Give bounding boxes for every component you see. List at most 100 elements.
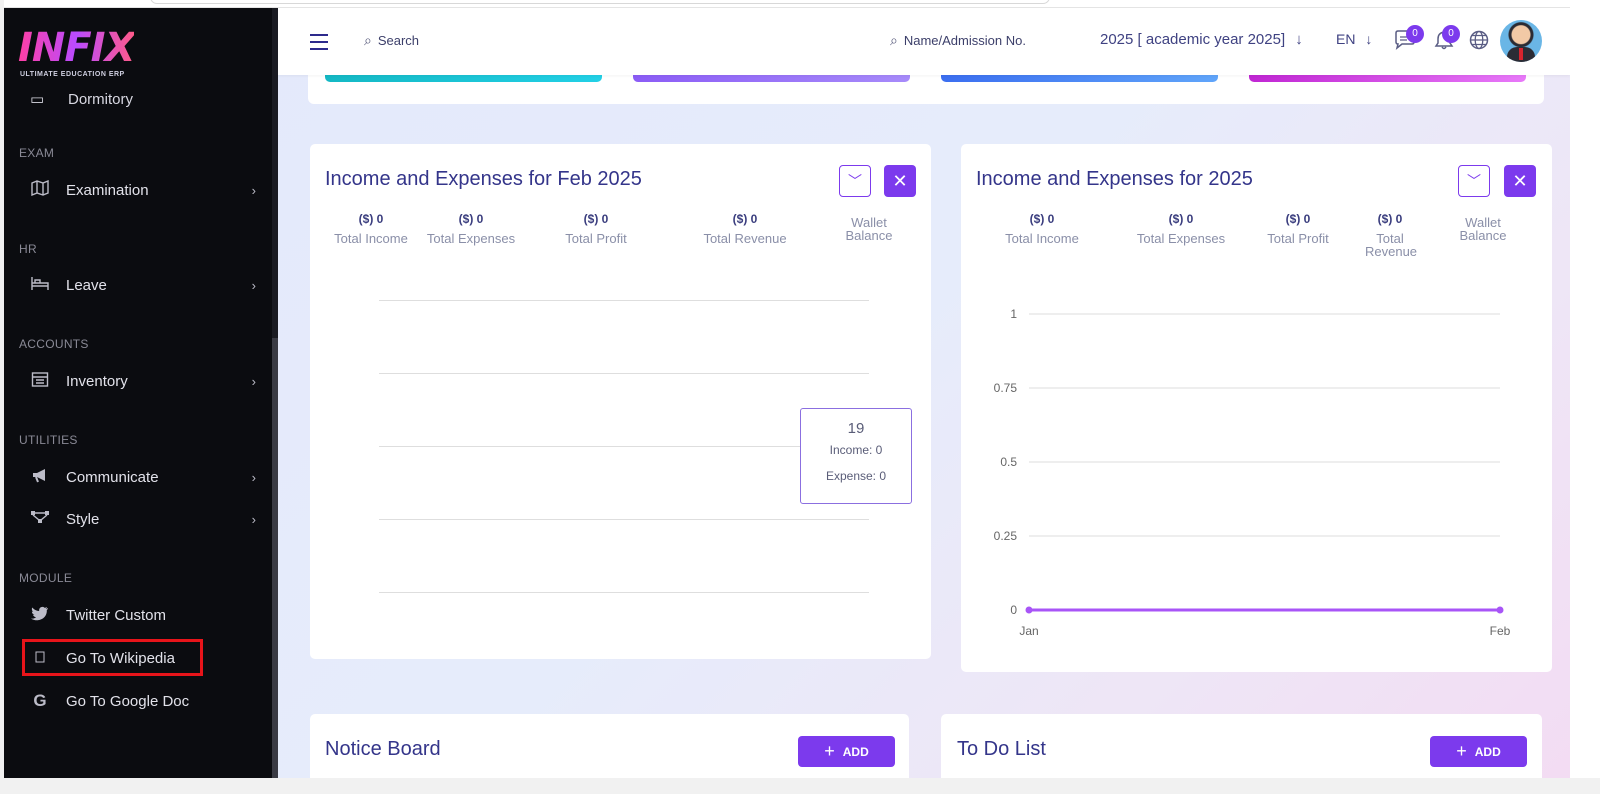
- stat-total-profit: ($) 0 Total Profit: [1267, 212, 1329, 246]
- stat-total-income: ($) 0 Total Income: [334, 212, 408, 246]
- sidebar-item-label: Go To Google Doc: [66, 692, 190, 710]
- sidebar-item-leave[interactable]: Leave ›: [30, 271, 256, 299]
- stat-total-revenue: ($) 0 Total Revenue: [703, 212, 787, 246]
- sidebar-item-label: Style: [66, 510, 100, 528]
- add-notice-button[interactable]: + ADD: [798, 736, 895, 767]
- window-frame-right: [1570, 0, 1600, 794]
- sidebar-item-style[interactable]: Style ›: [30, 505, 256, 533]
- sidebar-item-label: Leave: [66, 276, 107, 294]
- chevron-right-icon: ›: [251, 511, 256, 527]
- sidebar-item-go-to-wikipedia[interactable]: Go To Wikipedia: [30, 644, 256, 672]
- sidebar-item-communicate[interactable]: Communicate ›: [30, 463, 256, 491]
- section-exam: EXAM: [19, 146, 55, 160]
- card-title: Income and Expenses for Feb 2025: [325, 168, 642, 190]
- avatar[interactable]: [1500, 20, 1542, 62]
- chevron-down-icon: ﹀: [848, 173, 862, 189]
- close-button[interactable]: ✕: [884, 165, 916, 197]
- stat-total-expenses: ($) 0 Total Expenses: [426, 212, 516, 246]
- card-title: Income and Expenses for 2025: [976, 168, 1253, 190]
- sidebar-item-label: Examination: [66, 181, 149, 199]
- summary-bar-purple: [633, 74, 910, 82]
- y-tick-label: 1: [1010, 307, 1017, 321]
- browser-frame-top: [0, 0, 1600, 8]
- wikipedia-icon: [30, 650, 50, 667]
- sidebar-item-label: Twitter Custom: [66, 606, 167, 624]
- series-point[interactable]: [1025, 606, 1033, 614]
- logo[interactable]: INFIX ULTIMATE EDUCATION ERP: [18, 25, 135, 78]
- student-search-input[interactable]: ⌕ Name/Admission No.: [890, 32, 1026, 49]
- close-button[interactable]: ✕: [1504, 165, 1536, 197]
- x-tick-label: Jan: [1019, 624, 1038, 638]
- arrow-down-icon: ↓: [1365, 31, 1373, 47]
- sidebar-item-examination[interactable]: Examination ›: [30, 176, 256, 204]
- chevron-down-icon: ﹀: [1467, 173, 1481, 189]
- close-icon: ✕: [892, 171, 908, 191]
- window-frame-left: [0, 0, 4, 794]
- academic-year-select[interactable]: 2025 [ academic year 2025] ↓: [1100, 31, 1303, 48]
- y-tick-label: 0.25: [994, 529, 1018, 543]
- sidebar-item-go-to-google-doc[interactable]: G Go To Google Doc: [30, 687, 256, 715]
- series-point[interactable]: [1496, 606, 1504, 614]
- stat-total-expenses: ($) 0 Total Expenses: [1136, 212, 1226, 246]
- selection-highlight: [22, 639, 203, 676]
- bed-icon: [30, 275, 50, 295]
- sidebar-item-label: Inventory: [66, 372, 128, 390]
- stat-total-profit: ($) 0 Total Profit: [565, 212, 627, 246]
- card-title: Notice Board: [325, 738, 441, 760]
- store-icon: [30, 371, 50, 391]
- chart-tooltip: 19 Income: 0 Expense: 0: [800, 408, 912, 504]
- sidebar-scrollbar[interactable]: [272, 8, 278, 778]
- y-tick-label: 0.75: [994, 381, 1018, 395]
- main-content: ⌕ Search ⌕ Name/Admission No. 2025 [ aca…: [278, 8, 1570, 778]
- window-frame-bottom: [0, 778, 1600, 794]
- sidebar-item-label: Communicate: [66, 468, 159, 486]
- bed-icon: ▭: [30, 91, 45, 108]
- sidebar-scrollbar-thumb[interactable]: [272, 338, 278, 778]
- student-search-placeholder: Name/Admission No.: [903, 33, 1026, 48]
- collapse-button[interactable]: ﹀: [839, 165, 871, 197]
- stat-wallet-balance: Wallet Balance: [845, 215, 893, 243]
- sidebar: INFIX ULTIMATE EDUCATION ERP ▭ Dormitory …: [4, 8, 278, 778]
- sidebar-item-twitter-custom[interactable]: Twitter Custom: [30, 601, 256, 629]
- collapse-button[interactable]: ﹀: [1458, 165, 1490, 197]
- google-icon: G: [33, 691, 47, 710]
- logo-tagline: ULTIMATE EDUCATION ERP: [20, 71, 125, 78]
- chevron-right-icon: ›: [251, 469, 256, 485]
- chart-gridline: [379, 519, 869, 520]
- globe-icon[interactable]: [1469, 30, 1489, 56]
- sidebar-item-inventory[interactable]: Inventory ›: [30, 367, 256, 395]
- chart-gridline: [379, 446, 869, 447]
- stat-wallet-balance: Wallet Balance: [1459, 215, 1507, 243]
- vector-icon: [30, 509, 50, 529]
- language-select[interactable]: EN ↓: [1336, 31, 1373, 47]
- tooltip-expense: Expense: 0: [825, 469, 887, 483]
- sidebar-item-label: Go To Wikipedia: [66, 649, 175, 667]
- stat-total-revenue: ($) 0 Total Revenue: [1365, 212, 1418, 259]
- address-bar[interactable]: [150, 0, 1050, 4]
- y-tick-label: 0.5: [1000, 455, 1017, 469]
- twitter-icon: [30, 606, 50, 625]
- top-header: ⌕ Search ⌕ Name/Admission No. 2025 [ aca…: [278, 8, 1570, 75]
- notice-board-card: Notice Board + ADD: [310, 714, 909, 778]
- yearly-income-expense-card: Income and Expenses for 2025 ﹀ ✕ ($) 0 To…: [961, 144, 1552, 672]
- close-icon: ✕: [1512, 171, 1528, 191]
- section-hr: HR: [19, 242, 37, 256]
- megaphone-icon: [30, 467, 50, 487]
- menu-icon[interactable]: [310, 34, 328, 55]
- monthly-income-expense-card: Income and Expenses for Feb 2025 ﹀ ✕ ($)…: [310, 144, 931, 659]
- section-module: MODULE: [19, 571, 73, 585]
- plus-icon: +: [824, 741, 835, 761]
- add-todo-button[interactable]: + ADD: [1430, 736, 1527, 767]
- stat-total-income: ($) 0 Total Income: [1005, 212, 1079, 246]
- y-tick-label: 0: [1010, 603, 1017, 617]
- search-icon: ⌕: [364, 32, 372, 48]
- sidebar-item-dormitory[interactable]: ▭ Dormitory: [30, 91, 134, 108]
- chart-gridline: [379, 373, 869, 374]
- tooltip-income: Income: 0: [829, 443, 883, 457]
- logo-brand: INFIX: [18, 25, 135, 71]
- section-accounts: ACCOUNTS: [19, 337, 89, 351]
- plus-icon: +: [1456, 741, 1467, 761]
- chevron-right-icon: ›: [251, 277, 256, 293]
- search-input[interactable]: ⌕ Search: [364, 32, 419, 49]
